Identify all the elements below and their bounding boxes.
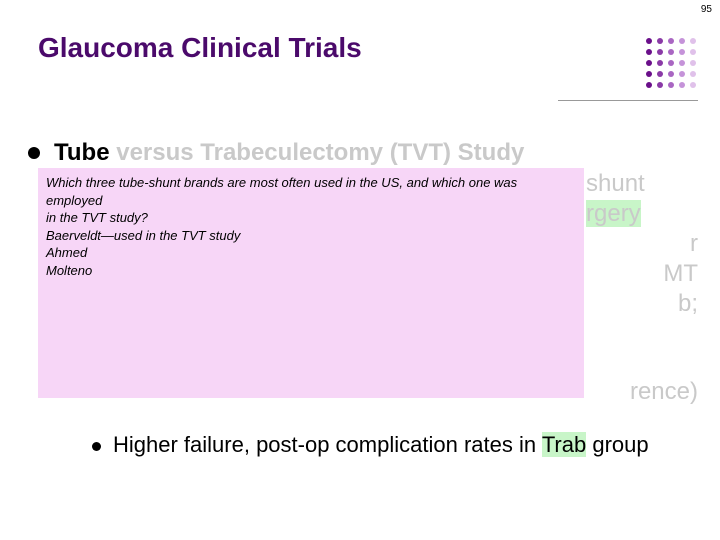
decor-dot — [690, 49, 696, 55]
bg-text-line-6: rence) — [630, 378, 698, 406]
slide: 95 Glaucoma Clinical Trials Tube versus … — [0, 0, 720, 540]
decor-dot — [646, 60, 652, 66]
main-bullet-text: Tube versus Trabeculectomy (TVT) Study — [54, 139, 524, 167]
decor-dot — [679, 82, 685, 88]
decor-dot — [668, 71, 674, 77]
slide-title: Glaucoma Clinical Trials — [38, 32, 362, 64]
decor-dot — [690, 38, 696, 44]
bg-text-line-4: MT — [583, 260, 698, 288]
decor-dot — [657, 71, 663, 77]
decor-dot — [646, 71, 652, 77]
page-number: 95 — [701, 4, 712, 15]
decor-dot — [657, 82, 663, 88]
bg-text-line-5: b; — [583, 290, 698, 318]
decor-dot — [690, 71, 696, 77]
overlay-line-2: in the TVT study? — [46, 209, 576, 227]
sub-bullet: Higher failure, post-op complication rat… — [92, 432, 649, 458]
decor-dot — [679, 71, 685, 77]
overlay-line-1: Which three tube-shunt brands are most o… — [46, 174, 576, 209]
overlay-box: Which three tube-shunt brands are most o… — [38, 168, 584, 398]
bullet-icon — [28, 147, 40, 159]
decor-dot — [668, 38, 674, 44]
decor-dot — [668, 82, 674, 88]
bg-text-line-3: r — [583, 230, 698, 258]
decor-dot — [679, 49, 685, 55]
decor-dot-grid — [646, 38, 698, 90]
decor-dot — [679, 38, 685, 44]
bullet-icon — [92, 442, 101, 451]
overlay-line-3: Baerveldt—used in the TVT study — [46, 227, 576, 245]
bg-text-line-2: rgery — [586, 200, 641, 228]
decor-dot — [657, 49, 663, 55]
decor-line — [558, 100, 698, 101]
decor-dot — [668, 60, 674, 66]
decor-dot — [679, 60, 685, 66]
decor-dot — [646, 38, 652, 44]
decor-dot — [646, 49, 652, 55]
bg-text-line-1: shunt — [586, 170, 645, 198]
overlay-line-5: Molteno — [46, 262, 576, 280]
decor-dot — [646, 82, 652, 88]
main-bullet: Tube versus Trabeculectomy (TVT) Study — [28, 139, 524, 167]
decor-dot — [690, 60, 696, 66]
overlay-line-4: Ahmed — [46, 244, 576, 262]
decor-dot — [657, 38, 663, 44]
decor-dot — [690, 82, 696, 88]
decor-dot — [657, 60, 663, 66]
decor-dot — [668, 49, 674, 55]
sub-bullet-text: Higher failure, post-op complication rat… — [113, 432, 649, 458]
